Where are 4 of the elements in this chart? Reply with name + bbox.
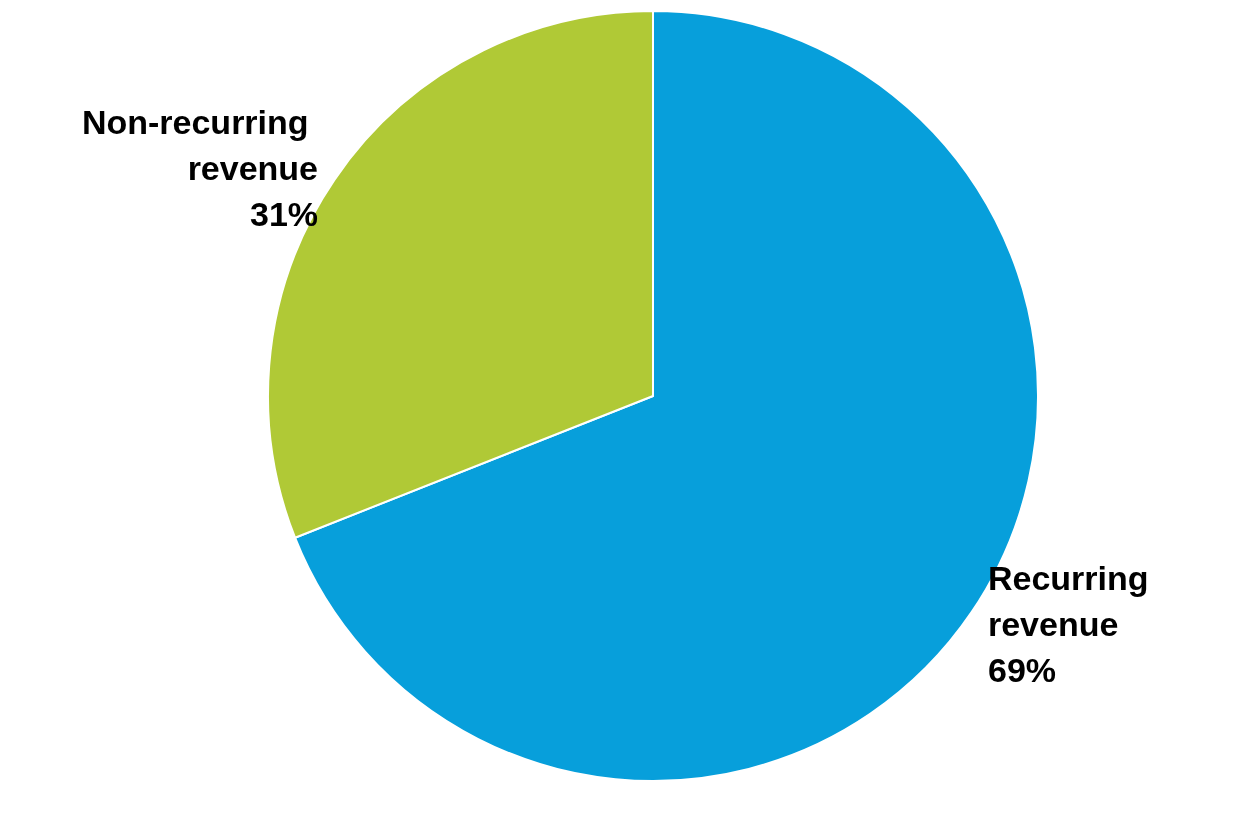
slice-label: Non-recurring revenue [81,103,319,188]
data-label: 69% [987,650,1057,689]
slice-label: Recurring revenue [987,558,1159,643]
data-label: 31% [249,195,319,234]
